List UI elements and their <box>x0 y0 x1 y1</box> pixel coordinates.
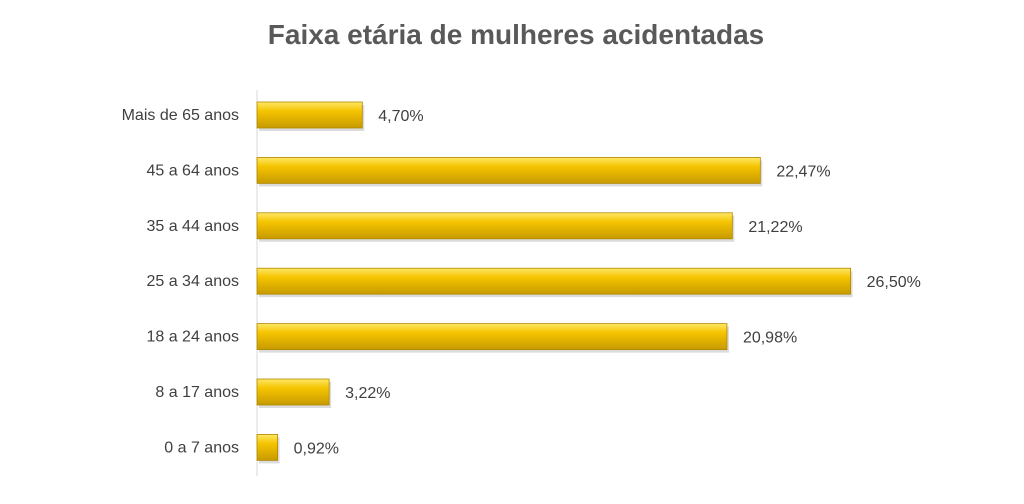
category-labels: Mais de 65 anos 45 a 64 anos 35 a 44 anos 2… <box>122 107 239 456</box>
bar <box>256 378 330 406</box>
value-label: 22,47% <box>776 163 830 180</box>
value-labels: 4,70% 22,47% 21,22% 26,50% 20,98% 3,22% 0,92% <box>294 108 921 457</box>
category-label: Mais de 65 anos <box>122 107 239 124</box>
bar <box>256 101 363 129</box>
bar <box>256 156 761 184</box>
bar <box>256 323 728 351</box>
bars-group <box>256 101 853 464</box>
value-label: 26,50% <box>867 274 921 291</box>
value-label: 3,22% <box>345 385 390 402</box>
value-label: 4,70% <box>378 108 423 125</box>
category-label: 8 a 17 anos <box>155 384 239 401</box>
bar <box>256 433 279 461</box>
category-label: 25 a 34 anos <box>146 273 239 290</box>
category-label: 35 a 44 anos <box>146 218 239 235</box>
chart-title: Faixa etária de mulheres acidentadas <box>268 19 764 50</box>
bar <box>256 212 733 240</box>
value-label: 20,98% <box>743 330 797 347</box>
category-label: 18 a 24 anos <box>146 329 239 346</box>
value-label: 0,92% <box>294 440 339 457</box>
category-label: 45 a 64 anos <box>146 162 239 179</box>
value-label: 21,22% <box>748 219 802 236</box>
category-label: 0 a 7 anos <box>164 439 239 456</box>
bar <box>256 267 851 295</box>
